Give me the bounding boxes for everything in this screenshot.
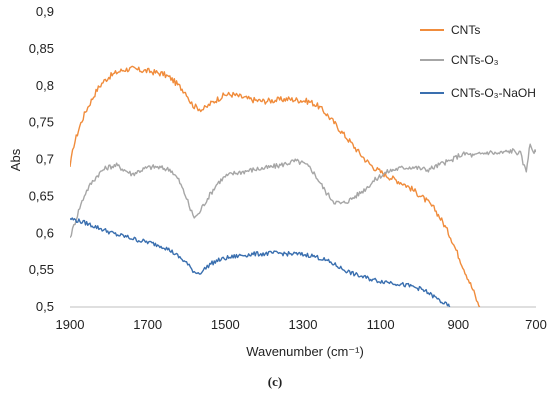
x-tick-label: 700 <box>525 317 547 332</box>
x-tick-label: 1300 <box>289 317 318 332</box>
series-line-3 <box>70 217 451 307</box>
legend: CNTs CNTs-O₃ CNTs-O₃-NaOH <box>420 23 536 100</box>
x-tick-labels: 1900 1700 1500 1300 1100 900 700 <box>56 317 547 332</box>
y-axis-label: Abs <box>8 148 23 171</box>
figure-caption: (c) <box>268 374 282 389</box>
y-tick-label: 0,9 <box>36 4 54 19</box>
legend-label: CNTs <box>451 23 480 37</box>
y-tick-label: 0,65 <box>29 188 54 203</box>
y-tick-label: 0,85 <box>29 41 54 56</box>
series-line-1 <box>70 65 481 307</box>
x-tick-label: 1100 <box>367 317 395 332</box>
y-tick-label: 0,55 <box>29 262 54 277</box>
x-tick-label: 900 <box>447 317 469 332</box>
y-tick-label: 0,8 <box>36 78 54 93</box>
y-tick-labels: 0,5 0,55 0,6 0,65 0,7 0,75 0,8 0,85 0,9 <box>29 4 54 314</box>
x-tick-label: 1700 <box>133 317 162 332</box>
y-tick-label: 0,75 <box>29 115 54 130</box>
legend-label: CNTs-O₃ <box>451 53 499 67</box>
series-lines <box>70 65 536 307</box>
legend-label: CNTs-O₃-NaOH <box>451 86 536 100</box>
y-tick-label: 0,6 <box>36 225 54 240</box>
x-tick-label: 1900 <box>56 317 85 332</box>
x-axis-label: Wavenumber (cm⁻¹) <box>246 344 364 359</box>
x-tick-label: 1500 <box>211 317 240 332</box>
series-line-2 <box>70 143 536 239</box>
y-tick-label: 0,5 <box>36 299 54 314</box>
y-tick-label: 0,7 <box>36 152 54 167</box>
